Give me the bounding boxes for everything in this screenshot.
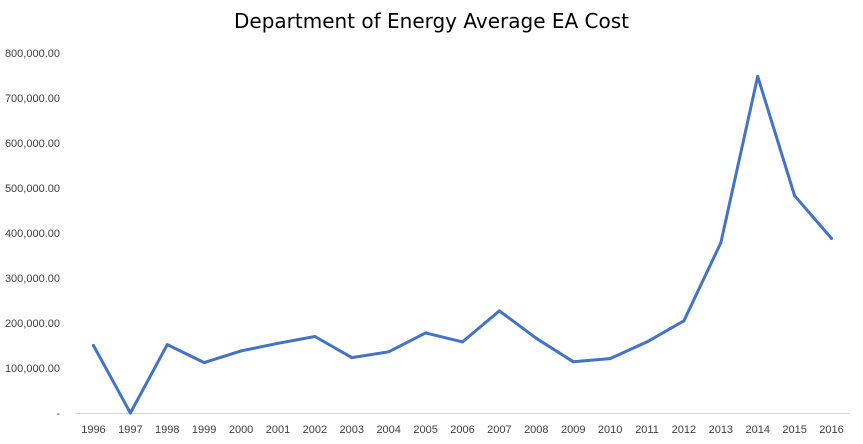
x-tick-label: 2007	[487, 424, 511, 436]
x-tick-label: 1997	[118, 424, 142, 436]
x-tick-label: 2014	[745, 424, 769, 436]
x-tick-label: 2016	[819, 424, 843, 436]
data-point	[719, 241, 723, 245]
x-tick-label: 2013	[709, 424, 733, 436]
data-point	[830, 236, 834, 240]
data-point	[793, 194, 797, 198]
data-point	[387, 350, 391, 354]
x-tick-label: 1999	[192, 424, 216, 436]
x-tick-label: 2009	[561, 424, 585, 436]
x-tick-label: 2002	[303, 424, 327, 436]
x-tick-label: 2003	[340, 424, 364, 436]
y-tick-label: 300,000.00	[5, 273, 60, 285]
data-point	[534, 336, 538, 340]
x-tick-label: 1998	[155, 424, 179, 436]
y-tick-label: 400,000.00	[5, 228, 60, 240]
data-point	[756, 74, 760, 78]
x-tick-label: 2005	[413, 424, 437, 436]
data-point	[608, 357, 612, 361]
data-point	[350, 356, 354, 360]
x-tick-label: 2011	[635, 424, 659, 436]
data-point	[571, 360, 575, 364]
data-point	[239, 349, 243, 353]
data-point	[461, 340, 464, 344]
y-tick-label: 200,000.00	[5, 318, 60, 330]
y-tick-label: 800,000.00	[5, 48, 60, 60]
x-tick-label: 2001	[266, 424, 290, 436]
y-axis: - 100,000.00 200,000.00 300,000.00 400,000.0…	[5, 48, 60, 420]
y-tick-label: 600,000.00	[5, 138, 60, 150]
x-tick-label: 2008	[524, 424, 548, 436]
x-tick-label: 2015	[782, 424, 806, 436]
data-point	[682, 319, 686, 323]
y-tick-label: 500,000.00	[5, 183, 60, 195]
data-point	[128, 411, 132, 415]
x-tick-label: 1996	[81, 424, 105, 436]
x-tick-label: 2012	[672, 424, 696, 436]
data-point	[497, 309, 501, 313]
data-point	[276, 341, 280, 345]
data-point	[313, 335, 317, 338]
x-tick-label: 2006	[450, 424, 474, 436]
x-tick-label: 2010	[598, 424, 622, 436]
data-point	[165, 343, 169, 347]
x-tick-label: 2000	[229, 424, 253, 436]
data-point	[91, 344, 95, 347]
chart-title: Department of Energy Average EA Cost	[233, 9, 630, 33]
x-axis: 1996 1997 1998 1999 2000 2001 2002 2003 2004 2005…	[75, 413, 850, 436]
data-point	[424, 331, 428, 335]
y-tick-label: 100,000.00	[5, 363, 60, 375]
data-point	[645, 340, 649, 344]
x-tick-label: 2004	[376, 424, 400, 436]
series-layer	[91, 74, 834, 415]
data-point	[202, 361, 206, 365]
y-tick-label: -	[56, 408, 60, 420]
y-tick-label: 700,000.00	[5, 93, 60, 105]
